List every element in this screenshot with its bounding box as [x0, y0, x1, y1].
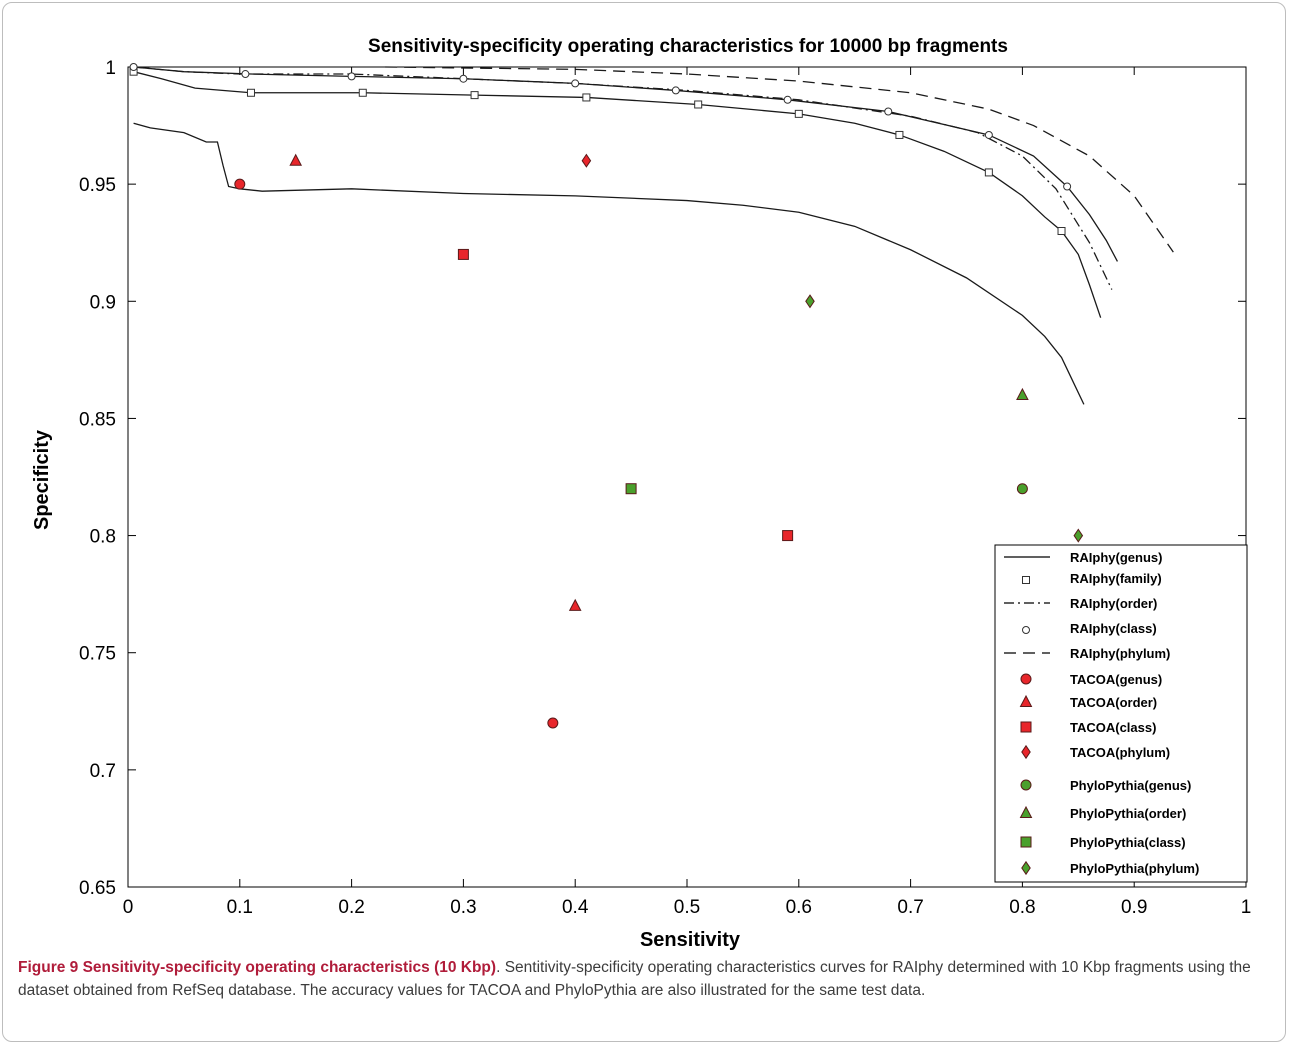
- x-tick-label: 0.3: [450, 897, 476, 918]
- raiphy-family-legend-symbol: [1022, 576, 1030, 584]
- phylopythia-class-point: [625, 483, 637, 495]
- x-tick-label: 0.1: [227, 897, 253, 918]
- sensitivity-specificity-chart: Sensitivity-specificity operating charac…: [31, 36, 1251, 951]
- y-tick-label: 0.7: [90, 761, 116, 782]
- tacoa-phylum-point: [581, 153, 592, 168]
- legend-label-tacoa-order: TACOA(order): [1070, 695, 1157, 710]
- raiphy-family-marker: [694, 100, 703, 109]
- tacoa-class-legend-symbol: [1020, 721, 1032, 733]
- legend-label-phylopythia-order: PhyloPythia(order): [1070, 806, 1186, 821]
- legend: RAIphy(genus) RAIphy(family) RAIphy(order)…: [994, 544, 1248, 883]
- x-tick-label: 0.8: [1009, 897, 1035, 918]
- legend-label-phylopythia-class: PhyloPythia(class): [1070, 835, 1186, 850]
- axis-ticks: 0 0.1 0.2 0.3 0.4 0.5 0.6 0.7 0.8 0.9 1 0.65 0.7 0.75…: [79, 58, 1251, 918]
- legend-label-phylopythia-genus: PhyloPythia(genus): [1070, 778, 1191, 793]
- x-tick-label: 0: [123, 897, 134, 918]
- x-tick-label: 0.2: [338, 897, 364, 918]
- raiphy-family-marker: [794, 109, 803, 118]
- tacoa-order-point: [289, 153, 303, 166]
- raiphy-family-marker: [246, 88, 255, 97]
- y-tick-label: 0.9: [90, 292, 116, 313]
- raiphy-class-legend-symbol: [1022, 626, 1030, 634]
- legend-label-phylopythia-phylum: PhyloPythia(phylum): [1070, 861, 1199, 876]
- legend-label-raiphy-order: RAIphy(order): [1070, 596, 1157, 611]
- raiphy-class-marker: [984, 130, 993, 139]
- raiphy-phylum-curve: [385, 66, 1174, 253]
- tacoa-phylum-legend-symbol: [1021, 744, 1031, 760]
- phylopythia-genus-legend-symbol: [1020, 779, 1032, 791]
- tacoa-genus-legend-symbol: [1020, 673, 1032, 685]
- raiphy-class-marker: [459, 74, 468, 83]
- legend-label-raiphy-class: RAIphy(class): [1070, 621, 1157, 636]
- raiphy-family-marker: [895, 130, 904, 139]
- raiphy-family-marker: [1057, 227, 1066, 235]
- y-tick-label: 0.75: [79, 644, 116, 665]
- tacoa-genus-point: [234, 178, 246, 190]
- tacoa-order-legend-symbol: [1019, 694, 1033, 707]
- tacoa-class-point: [782, 530, 794, 542]
- tacoa-class-point: [457, 248, 469, 260]
- x-tick-label: 0.7: [897, 897, 923, 918]
- phylopythia-phylum-point: [1073, 528, 1084, 543]
- raiphy-family-marker: [470, 91, 479, 100]
- caption-label: Figure 9 Sensitivity-specificity operati…: [18, 959, 497, 976]
- y-tick-label: 0.85: [79, 409, 116, 430]
- legend-label-raiphy-genus: RAIphy(genus): [1070, 550, 1162, 565]
- raiphy-family-marker: [358, 88, 367, 97]
- raiphy-family-marker: [984, 168, 993, 177]
- x-tick-label: 1: [1241, 897, 1252, 918]
- legend-label-tacoa-phylum: TACOA(phylum): [1070, 745, 1170, 760]
- raiphy-class-marker: [783, 95, 792, 104]
- legend-label-raiphy-phylum: RAIphy(phylum): [1070, 646, 1170, 661]
- y-tick-label: 0.8: [90, 527, 116, 548]
- y-tick-label: 0.95: [79, 175, 116, 196]
- raiphy-class-marker: [241, 70, 250, 79]
- tacoa-genus-point: [547, 717, 559, 729]
- curve-layer: [129, 63, 1174, 405]
- x-tick-label: 0.5: [674, 897, 700, 918]
- chart-title: Sensitivity-specificity operating charac…: [368, 36, 1008, 57]
- x-axis-label: Sensitivity: [640, 929, 741, 951]
- legend-box: [994, 544, 1248, 883]
- legend-label-tacoa-class: TACOA(class): [1070, 720, 1156, 735]
- legend-label-tacoa-genus: TACOA(genus): [1070, 672, 1162, 687]
- phylopythia-class-legend-symbol: [1020, 836, 1032, 848]
- raiphy-class-marker: [347, 72, 356, 81]
- point-layer: [234, 153, 1084, 729]
- x-tick-label: 0.4: [562, 897, 589, 918]
- x-tick-label: 0.6: [786, 897, 812, 918]
- y-tick-label: 1: [105, 58, 116, 79]
- y-axis-label: Specificity: [31, 429, 53, 530]
- y-tick-label: 0.65: [79, 878, 116, 899]
- figure-caption: Figure 9 Sensitivity-specificity operati…: [18, 956, 1272, 1002]
- legend-label-raiphy-family: RAIphy(family): [1070, 571, 1162, 586]
- x-tick-label: 0.9: [1121, 897, 1147, 918]
- raiphy-class-marker: [129, 63, 138, 71]
- caption-text: . Sentitivity-specificity operating char…: [18, 959, 1251, 999]
- tacoa-order-point: [568, 598, 582, 611]
- phylopythia-phylum-legend-symbol: [1021, 860, 1031, 876]
- phylopythia-genus-point: [1016, 483, 1028, 495]
- phylopythia-phylum-point: [805, 294, 815, 309]
- raiphy-family-marker: [582, 93, 591, 102]
- raiphy-class-marker: [884, 107, 893, 116]
- raiphy-genus-curve: [133, 122, 1085, 405]
- phylopythia-order-legend-symbol: [1019, 805, 1033, 818]
- raiphy-class-marker: [571, 79, 580, 88]
- raiphy-class-marker: [1063, 182, 1072, 191]
- phylopythia-order-point: [1016, 387, 1029, 400]
- raiphy-class-marker: [671, 86, 680, 95]
